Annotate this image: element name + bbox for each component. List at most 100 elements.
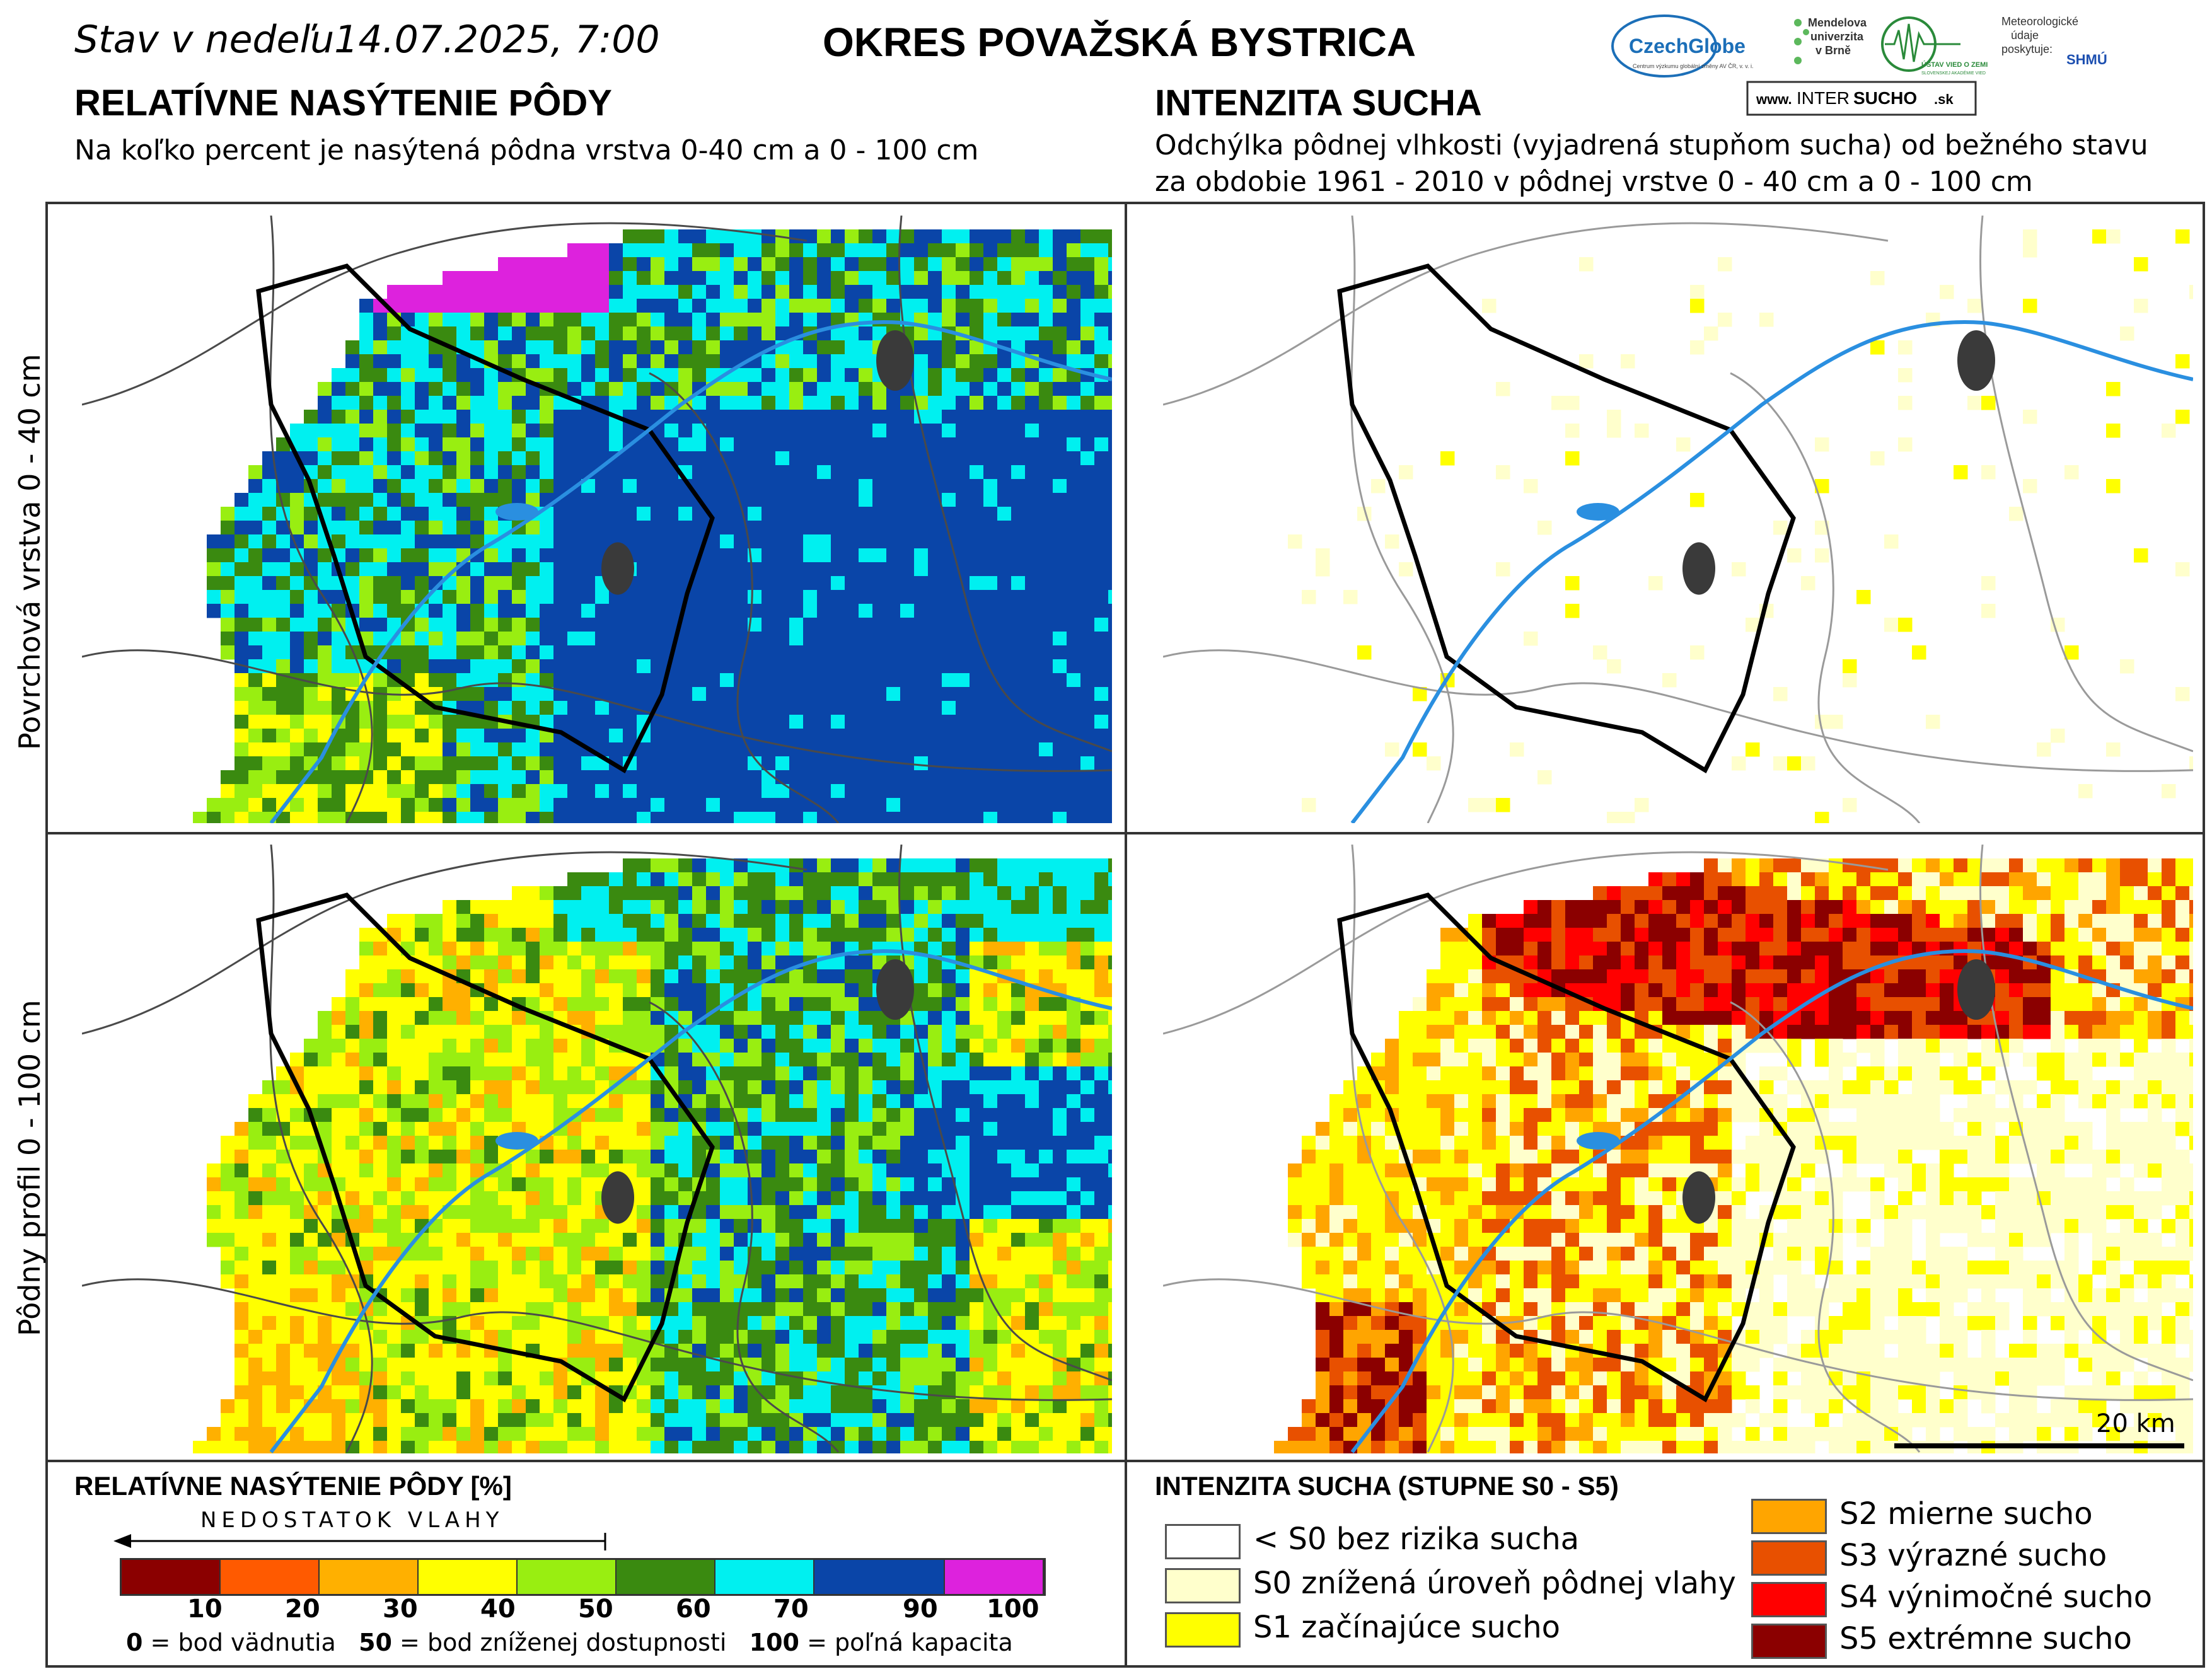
region-border (1350, 845, 1454, 1453)
legend-tick-label: 60 (676, 1595, 711, 1624)
ustav-logo-caption: SLOVENSKEJ AKADÉMIE VIED (1921, 70, 1986, 76)
town-area (1682, 1171, 1715, 1224)
legend-drought-swatch (1751, 1499, 1827, 1534)
legend-saturation-title: RELATÍVNE NASÝTENIE PÔDY [%] (74, 1471, 512, 1501)
czechglobe-logo-text: CzechGlobe (1629, 35, 1746, 57)
mendel-logo-line2: univerzita (1810, 30, 1864, 43)
right-subtitle-line2: za obdobie 1961 - 2010 v pôdnej vrstve 0… (1155, 166, 2033, 198)
legend-ramp-swatch (715, 1560, 814, 1594)
legend-tick-label: 70 (773, 1595, 809, 1624)
town-area (601, 542, 634, 595)
region-border (269, 216, 373, 823)
region-border (649, 372, 840, 823)
lake (495, 503, 538, 521)
legend-ramp-swatch (419, 1560, 518, 1594)
meteo-line3: poskytuje: (2001, 43, 2053, 55)
frame-divider-vertical (1125, 202, 1127, 1668)
district-border (256, 263, 715, 773)
map-raster (193, 229, 1112, 823)
lake (1577, 1132, 1619, 1150)
region-border (82, 851, 808, 1035)
legend-ramp-swatch (945, 1560, 1044, 1594)
map-drought-topsoil (1163, 216, 2193, 823)
logo-strip: CzechGlobe Centrum výzkumu globální změn… (1611, 14, 2107, 116)
scale-bar (1894, 1443, 2184, 1448)
right-subtitle-line1: Odchýlka pôdnej vlhkosti (vyjadrená stup… (1155, 129, 2148, 161)
intersucho-part-b: SUCHO (1853, 88, 1917, 108)
region-border (1163, 649, 2193, 772)
lake (495, 1132, 538, 1150)
legend-drought-swatch (1165, 1612, 1241, 1648)
river (269, 320, 1112, 823)
district-border (256, 892, 715, 1402)
map-raster (193, 858, 1112, 1453)
legend-arrow-label: NEDOSTATOK VLAHY (200, 1508, 504, 1533)
map-drought-profile (1163, 845, 2193, 1453)
frame-divider-legend (45, 1460, 2205, 1462)
intersucho-logo-box (1746, 81, 1977, 116)
legend-drought-label: S2 mierne sucho (1839, 1496, 2093, 1532)
legend-ramp-swatch (518, 1560, 617, 1594)
ustav-logo-text: ÚSTAV VIED O ZEMI (1921, 61, 1988, 69)
region-border (1730, 1001, 1921, 1453)
legend-drought-swatch (1165, 1524, 1241, 1559)
legend-tick-label: 90 (903, 1595, 938, 1624)
date-label: Stav v nedeľu14.07.2025, 7:00 (74, 18, 660, 62)
legend-drought-label: S5 extrémne sucho (1839, 1621, 2132, 1656)
meteo-line2: údaje (2011, 29, 2039, 42)
legend-tick-label: 40 (480, 1595, 516, 1624)
intersucho-part-a: INTER (1797, 88, 1850, 108)
legend-drought-label: S4 výnimočné sucho (1839, 1579, 2153, 1615)
region-border (1730, 372, 1921, 823)
map-raster (1288, 229, 2193, 823)
lake (1577, 503, 1619, 521)
meteo-line1: Meteorologické (2001, 15, 2078, 28)
partner-logos: CzechGlobe Centrum výzkumu globální změn… (1607, 11, 2137, 118)
map-saturation-topsoil (82, 216, 1112, 823)
town-area (601, 1171, 634, 1224)
legend-ramp-swatch (221, 1560, 320, 1594)
legend-arrow (113, 1533, 606, 1550)
map-raster (1274, 858, 2193, 1453)
right-title: INTENZITA SUCHA (1155, 83, 1482, 124)
mendel-logo-line3: v Brně (1815, 44, 1851, 57)
czechglobe-logo-caption: Centrum výzkumu globální změny AV ČR, v.… (1633, 63, 1754, 69)
scale-bar-label: 20 km (2096, 1409, 2175, 1438)
left-title: RELATÍVNE NASÝTENIE PÔDY (74, 83, 612, 124)
row-label-bottom: Pôdny profil 0 - 100 cm (13, 1000, 47, 1336)
legend-note: 0 = bod vädnutia 50 = bod zníženej dostu… (126, 1629, 1013, 1656)
legend-drought-label: S3 výrazné sucho (1839, 1538, 2107, 1573)
region-border (1350, 216, 1454, 823)
legend-tick-label: 100 (987, 1595, 1039, 1624)
map-saturation-profile (82, 845, 1112, 1453)
legend-ramp-swatch (320, 1560, 419, 1594)
legend-drought-title: INTENZITA SUCHA (STUPNE S0 - S5) (1155, 1471, 1619, 1501)
town-area (876, 959, 914, 1020)
region-border (649, 1001, 840, 1453)
legend-tick-label: 20 (285, 1595, 320, 1624)
legend-ramp-swatch (122, 1560, 221, 1594)
legend-drought-label: S1 začínajúce sucho (1253, 1610, 1560, 1645)
left-subtitle: Na koľko percent je nasýtená pôdna vrstv… (74, 134, 979, 166)
region-border (269, 845, 373, 1453)
legend-drought-swatch (1751, 1624, 1827, 1659)
legend-drought-swatch (1165, 1568, 1241, 1603)
legend-drought-label: S0 znížená úroveň pôdnej vlahy (1253, 1566, 1736, 1601)
region-border (1163, 222, 1889, 406)
region-border (82, 649, 1112, 772)
town-area (876, 330, 914, 391)
mendel-logo-line1: Mendelova (1808, 16, 1867, 29)
legend-ramp-swatch (617, 1560, 715, 1594)
district-border (1337, 263, 1796, 773)
legend-tick-label: 10 (187, 1595, 223, 1624)
legend-drought-swatch (1751, 1582, 1827, 1617)
intersucho-part-c: .sk (1934, 91, 1954, 107)
district-border (1337, 892, 1796, 1402)
river (1350, 320, 2193, 823)
town-area (1682, 542, 1715, 595)
river (1350, 949, 2193, 1453)
legend-color-ramp (120, 1558, 1046, 1596)
czechglobe-logo-ring (1611, 14, 1717, 78)
town-area (1957, 959, 1995, 1020)
town-area (1957, 330, 1995, 391)
